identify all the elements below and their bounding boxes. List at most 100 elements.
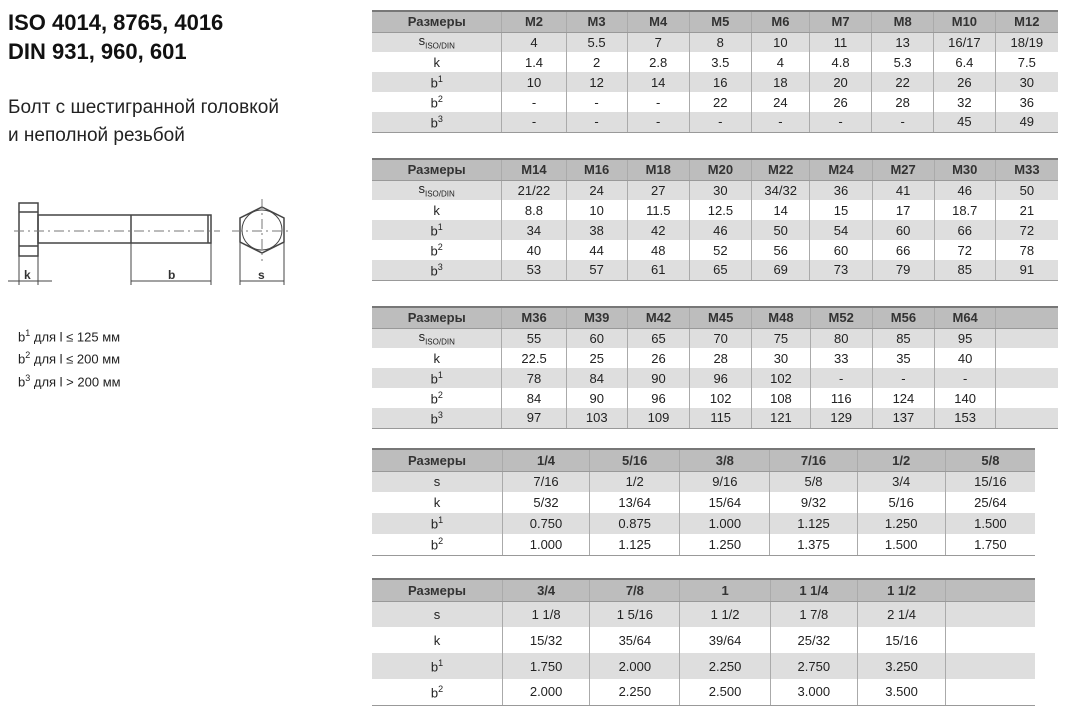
table-cell: 1.500 (856, 534, 946, 556)
table-cell: 35/64 (589, 627, 680, 653)
column-header-size: M48 (751, 306, 811, 329)
table-cell: - (808, 112, 872, 133)
table-cell: 56 (750, 240, 810, 260)
note-b2: b2 для l ≤ 200 мм (18, 350, 121, 367)
product-description: Болт с шестигранной головкой и неполной … (8, 94, 279, 150)
table-cell: 21/22 (501, 180, 567, 200)
column-header-size: M39 (565, 306, 628, 329)
column-header-size: M36 (501, 306, 567, 329)
column-header-size: M30 (933, 158, 996, 181)
table-cell: - (809, 368, 873, 388)
table-cell: 28 (689, 348, 752, 368)
table-cell: 52 (688, 240, 752, 260)
table-cell: 16/17 (933, 32, 996, 52)
table-cell: 12.5 (688, 200, 752, 220)
table-cell: 70 (689, 328, 752, 348)
column-header-sizes: Размеры (372, 10, 502, 33)
table-row: k 5/32 13/64 15/64 9/32 5/16 25/64 (372, 492, 1035, 513)
column-header-size: M24 (809, 158, 873, 181)
row-label: b3 (372, 260, 502, 281)
table-cell: 30 (751, 348, 811, 368)
table-cell: 1.000 (679, 513, 770, 534)
standard-title: ISO 4014, 8765, 4016 DIN 931, 960, 601 (8, 8, 223, 66)
table-cell: 60 (871, 220, 935, 240)
table-cell: 24 (750, 92, 810, 112)
row-label: k (433, 202, 440, 218)
table-cell: 2.500 (679, 679, 771, 706)
row-label: b1 (372, 513, 503, 534)
table-cell: - (934, 368, 996, 388)
bolt-shank (37, 214, 212, 244)
column-header-size: 1 1/2 (856, 578, 946, 602)
table-row: b1 78 84 90 96 102- - - (372, 368, 1058, 388)
column-header-size: M6 (750, 10, 810, 33)
table-cell: 32 (933, 92, 996, 112)
table-cell (945, 627, 1035, 653)
b-dimension-label: b (168, 268, 175, 282)
table-cell: 4 (750, 52, 810, 72)
table-cell: 1 5/16 (589, 601, 680, 627)
table-cell: 2.000 (589, 653, 680, 679)
table-cell: 17 (871, 200, 935, 220)
table-cell: 1.000 (501, 534, 590, 556)
row-label: b3 (372, 408, 502, 429)
table-cell: 10 (750, 32, 810, 52)
table-cell: 10 (501, 72, 567, 92)
table-cell: 25/64 (944, 492, 1035, 513)
table-cell (995, 328, 1058, 348)
table-cell: 50 (750, 220, 810, 240)
column-header-size: M8 (871, 10, 934, 33)
table-cell: 95 (934, 328, 996, 348)
table-cell: - (871, 112, 934, 133)
table-cell: 80 (809, 328, 873, 348)
table-cell: 1.500 (944, 513, 1035, 534)
s-dimension-label: s (258, 268, 265, 282)
table-cell: 14 (626, 72, 690, 92)
table-cell: 5.5 (565, 32, 628, 52)
row-label: b2 (372, 534, 503, 556)
column-header-size: M5 (688, 10, 752, 33)
table-cell: 61 (626, 260, 690, 281)
table-cell: 18 (750, 72, 810, 92)
title-line: DIN 931, 960, 601 (8, 39, 187, 64)
table-cell: 3/4 (856, 471, 946, 492)
table-row: b1 10 12 14 16 18 20 22 26 30 (372, 72, 1058, 92)
table-cell: - (565, 112, 628, 133)
table-cell (945, 653, 1035, 679)
table-cell: 4.8 (808, 52, 872, 72)
table-cell: - (688, 112, 752, 133)
table-cell: 13/64 (589, 492, 680, 513)
table-cell: 1.750 (944, 534, 1035, 556)
column-header-size: 7/8 (589, 578, 680, 602)
table-cell: 1.375 (769, 534, 858, 556)
table-cell: 109 (626, 408, 690, 429)
table-cell: 72 (933, 240, 996, 260)
table-cell: 5.3 (871, 52, 934, 72)
column-header-size: M18 (626, 158, 690, 181)
header-row: Размеры M36 M39 M42 M45 M48 M52 M56 M64 (372, 306, 1058, 329)
column-header-size: 1 (679, 578, 771, 602)
column-header-size: 5/8 (944, 448, 1035, 472)
table-cell: 36 (994, 92, 1058, 112)
table-row: b3 97 103 109 115 121 129 137 153 (372, 408, 1058, 429)
table-row: b1 34 38 42 46 50 54 60 66 72 (372, 220, 1058, 240)
subtitle-line: и неполной резьбой (8, 125, 185, 146)
table-cell (945, 679, 1035, 706)
table-cell: 2.250 (589, 679, 680, 706)
table-cell: 33 (809, 348, 873, 368)
table-row: s 7/16 1/2 9/16 5/8 3/4 15/16 (372, 471, 1035, 492)
table-cell: 7.5 (994, 52, 1058, 72)
table-cell: 5/16 (856, 492, 946, 513)
row-label: b1 (372, 220, 502, 240)
table-cell: 22 (871, 72, 934, 92)
table-row: k 22.5 25 26 28 30 33 35 40 (372, 348, 1058, 368)
table-cell: 102 (751, 368, 811, 388)
table-cell: 12 (565, 72, 628, 92)
table-cell: 26 (626, 348, 690, 368)
table-cell: 4 (501, 32, 567, 52)
table-cell: 11 (808, 32, 872, 52)
column-header-size: 3/8 (679, 448, 770, 472)
bolt-drawing: k b s (8, 199, 292, 285)
column-header-size: 5/16 (589, 448, 680, 472)
subtitle-line: Болт с шестигранной головкой (8, 97, 279, 118)
